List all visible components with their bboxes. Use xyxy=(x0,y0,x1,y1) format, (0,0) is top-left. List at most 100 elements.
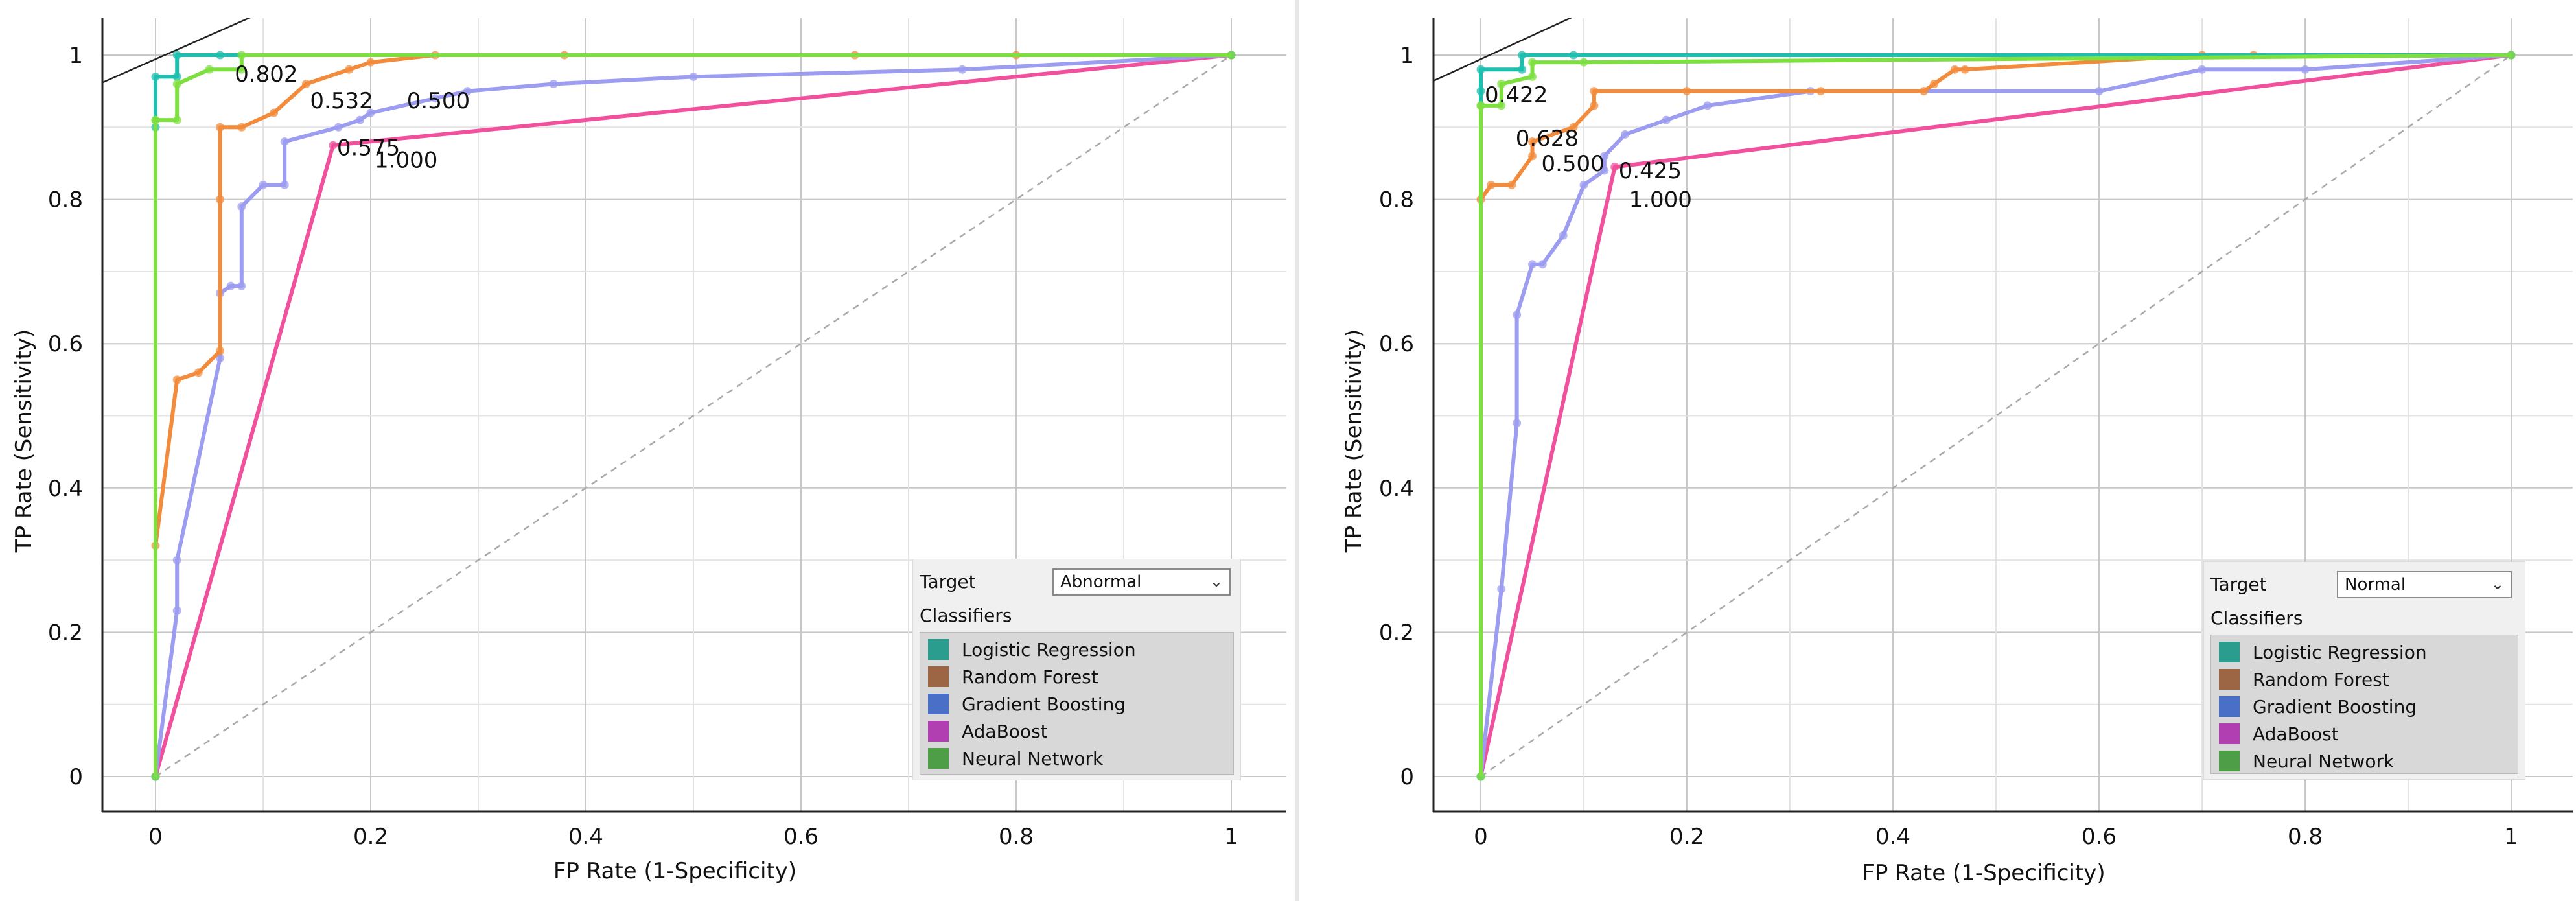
roc-point xyxy=(1816,87,1826,96)
roc-point xyxy=(216,123,225,132)
x-tick-label: 0.2 xyxy=(1669,824,1704,850)
roc-point xyxy=(194,368,203,377)
y-tick-label: 1 xyxy=(69,43,83,69)
roc-point xyxy=(151,772,160,781)
roc-point xyxy=(237,281,246,290)
settings-box: Target Normal ⌄ Classifiers Logistic Reg… xyxy=(2203,561,2525,780)
chance-diagonal xyxy=(155,54,1232,778)
roc-point xyxy=(172,375,181,384)
roc-point xyxy=(345,65,354,74)
x-axis-title: FP Rate (1-Specificity) xyxy=(553,858,796,884)
y-tick-label: 0.6 xyxy=(48,331,83,357)
classifier-item-neural-network[interactable]: Neural Network xyxy=(2219,748,2394,774)
roc-point xyxy=(172,72,181,81)
roc-point xyxy=(259,180,268,189)
classifier-item-adaboost[interactable]: AdaBoost xyxy=(2219,721,2339,747)
roc-point xyxy=(1600,152,1609,161)
roc-point xyxy=(1497,80,1506,89)
roc-point xyxy=(1538,260,1547,269)
roc-point xyxy=(1579,180,1588,189)
target-select[interactable]: Normal ⌄ xyxy=(2337,571,2512,598)
chevron-down-icon: ⌄ xyxy=(2490,575,2504,593)
y-tick-label: 1 xyxy=(1400,43,1414,69)
roc-point xyxy=(1513,310,1522,320)
classifier-item-random-forest[interactable]: Random Forest xyxy=(928,664,1098,690)
roc-point xyxy=(1497,101,1506,110)
y-tick-label: 0.6 xyxy=(1379,331,1414,357)
x-tick-label: 1 xyxy=(2504,824,2518,850)
threshold-label: 1.000 xyxy=(375,147,437,173)
y-tick-label: 0.2 xyxy=(48,620,83,646)
x-tick-label: 0.8 xyxy=(999,824,1034,850)
x-tick-label: 1 xyxy=(1224,824,1238,850)
roc-point xyxy=(1920,87,1929,96)
roc-point xyxy=(216,195,225,204)
roc-point xyxy=(2094,87,2104,96)
roc-point xyxy=(172,115,181,124)
roc-point xyxy=(431,94,440,103)
roc-point xyxy=(958,65,967,74)
y-tick-label: 0.4 xyxy=(1379,476,1414,502)
swatch-icon xyxy=(2219,751,2240,771)
roc-point xyxy=(172,80,181,89)
settings-box: Target Abnormal ⌄ Classifiers Logistic R… xyxy=(912,559,1241,780)
roc-point xyxy=(280,180,289,189)
threshold-label: 0.500 xyxy=(1541,151,1604,177)
roc-point xyxy=(205,65,214,74)
target-select[interactable]: Abnormal ⌄ xyxy=(1052,568,1231,596)
threshold-label: 0.575 xyxy=(337,135,400,161)
classifiers-label: Classifiers xyxy=(920,605,1012,626)
threshold-label: 0.532 xyxy=(310,88,373,114)
classifier-item-adaboost[interactable]: AdaBoost xyxy=(928,718,1048,744)
x-tick-label: 0.4 xyxy=(1875,824,1910,850)
roc-point xyxy=(1662,115,1671,124)
x-tick-label: 0.4 xyxy=(568,824,603,850)
classifier-item-neural-network[interactable]: Neural Network xyxy=(928,745,1103,771)
roc-point xyxy=(1950,65,1959,74)
roc-point xyxy=(1528,72,1537,81)
roc-point xyxy=(216,51,225,60)
roc-point xyxy=(2507,51,2516,60)
x-tick-label: 0.2 xyxy=(353,824,388,850)
y-axis-title: TP Rate (Sensitivity) xyxy=(11,329,37,553)
panel-divider xyxy=(1295,0,1299,901)
roc-point xyxy=(1579,58,1588,67)
target-value: Abnormal xyxy=(1060,572,1142,592)
roc-point xyxy=(689,72,698,81)
classifiers-list[interactable]: Logistic Regression Random Forest Gradie… xyxy=(2210,635,2518,774)
x-tick-label: 0.8 xyxy=(2288,824,2323,850)
roc-point xyxy=(1487,180,1496,189)
classifiers-list[interactable]: Logistic Regression Random Forest Gradie… xyxy=(920,632,1234,775)
roc-point xyxy=(2301,65,2310,74)
roc-panel-normal: 0 0.2 0.4 0.6 0.8 1 0 0.2 0.4 0.6 0.8 1 FP Rate (1-S… xyxy=(1345,0,2576,901)
classifier-item-gradient-boosting[interactable]: Gradient Boosting xyxy=(2219,694,2417,720)
y-tick-label: 0.4 xyxy=(48,476,83,502)
series-neural-network[interactable] xyxy=(151,51,1236,781)
y-tick-label: 0.8 xyxy=(48,187,83,213)
roc-point xyxy=(366,108,375,117)
roc-point xyxy=(172,51,181,60)
roc-point xyxy=(1930,80,1939,89)
roc-point xyxy=(366,58,375,67)
roc-point xyxy=(1518,65,1527,74)
roc-plot[interactable]: 0 0.2 0.4 0.6 0.8 1 0 0.2 0.4 0.6 0.8 1 FP Rate (1-S… xyxy=(0,0,1290,901)
roc-point xyxy=(237,202,246,211)
roc-point xyxy=(1590,87,1599,96)
roc-point xyxy=(237,123,246,132)
classifier-item-gradient-boosting[interactable]: Gradient Boosting xyxy=(928,691,1126,717)
roc-point xyxy=(237,65,246,74)
roc-point xyxy=(172,556,181,565)
roc-point xyxy=(1507,180,1516,189)
classifier-item-random-forest[interactable]: Random Forest xyxy=(2219,666,2389,692)
roc-point xyxy=(1528,58,1537,67)
swatch-icon xyxy=(928,666,949,687)
classifier-item-logistic-regression[interactable]: Logistic Regression xyxy=(928,637,1136,662)
roc-point xyxy=(1528,152,1537,161)
series-neural-network[interactable] xyxy=(1476,51,2516,781)
roc-curve-gradient-boosting xyxy=(1479,53,2512,777)
roc-point xyxy=(1476,101,1485,110)
roc-point xyxy=(2198,65,2207,74)
roc-point xyxy=(1476,87,1485,96)
classifier-item-logistic-regression[interactable]: Logistic Regression xyxy=(2219,639,2427,665)
roc-point xyxy=(1518,51,1527,60)
